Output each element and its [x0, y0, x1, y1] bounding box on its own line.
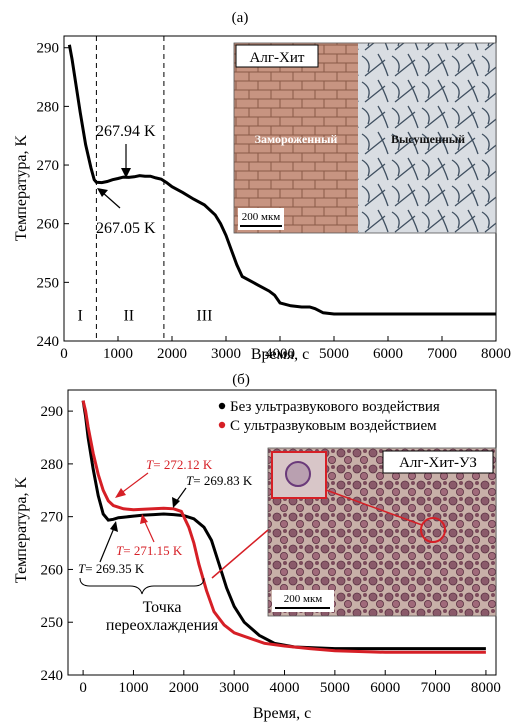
scale-label-b: 200 мкм [284, 593, 323, 605]
bracket-label-line2: переохлаждения [106, 617, 219, 634]
y-tick-label-270: 270 [37, 158, 60, 174]
inset-title-a: Алг-Хит [250, 50, 305, 66]
dried-micrograph [358, 43, 496, 233]
supercooling-bracket [79, 577, 205, 595]
x-tick-label-4000: 4000 [265, 346, 295, 362]
annotation-271-15: T= 271.15 K [116, 543, 183, 558]
inset-title-box-b [382, 450, 494, 474]
region-label-I: I [78, 307, 83, 324]
highlight-circle [420, 517, 446, 543]
scale-box-b [272, 590, 334, 612]
chart-a: 0 1000 2000 3000 4000 5000 6000 7000 8000 240 250 2… [13, 35, 511, 363]
y-tick-label-260: 260 [41, 562, 64, 578]
arrowhead-272-12 [115, 488, 126, 498]
y-tick-label-290: 290 [37, 41, 60, 57]
y-axis-label-a: Температура, K [13, 134, 30, 241]
x-tick-label-0: 0 [79, 680, 87, 696]
legend: Без ультразвукового воздействия С ультра… [218, 399, 440, 434]
arrow-271-15 [143, 519, 155, 543]
x-axis-label-a: Время, с [251, 346, 309, 363]
legend-label-ultrasound: С ультразвуковым воздействием [230, 418, 437, 434]
annotation-269-83-prefix: T [186, 473, 194, 488]
legend-marker-no-ultrasound [218, 402, 226, 410]
arrow-269-35 [99, 527, 115, 563]
frozen-label: Замороженный [255, 132, 338, 146]
x-tick-label-7000: 7000 [427, 346, 457, 362]
y-tick-label-270: 270 [41, 510, 64, 526]
series-line-a [67, 44, 496, 316]
series-line-ultrasound [81, 400, 486, 654]
dried-label: Высушенный [391, 132, 465, 146]
region-label-II: II [123, 307, 134, 324]
x-tick-label-2000: 2000 [169, 680, 199, 696]
x-tick-label-3000: 3000 [219, 680, 249, 696]
arrowhead-267-94 [121, 168, 131, 178]
x-tick-label-2000: 2000 [157, 346, 187, 362]
legend-label-no-ultrasound: Без ультразвукового воздействия [230, 399, 440, 415]
inset-micrograph-b: Алг-Хит-УЗ 200 мкм [267, 447, 497, 617]
y-tick-label-260: 260 [37, 217, 60, 233]
annotation-272-12-text: = 272.12 K [153, 457, 213, 472]
arrowhead-269-35 [110, 521, 118, 532]
y-tick-label-290: 290 [41, 404, 64, 420]
series-line-no-ultrasound [81, 400, 486, 651]
zoom-connector [325, 489, 423, 526]
annotation-269-35-text: = 269.35 K [85, 561, 145, 576]
x-tick-label-4000: 4000 [270, 680, 300, 696]
chart-b: 0 1000 2000 3000 4000 5000 6000 7000 8000 240 250 2… [13, 389, 501, 722]
y-tick-label-280: 280 [41, 457, 64, 473]
x-tick-label-1000: 1000 [118, 680, 148, 696]
x-tick-label-7000: 7000 [421, 680, 451, 696]
x-tick-label-1000: 1000 [103, 346, 133, 362]
arrowhead-269-83 [172, 497, 180, 508]
annotation-269-35-prefix: T [78, 561, 86, 576]
x-tick-label-0: 0 [60, 346, 68, 362]
annotation-267-05: 267.05 K [96, 220, 156, 237]
arrow-269-83 [175, 487, 187, 503]
scale-label-a: 200 мкм [242, 211, 281, 223]
y-tick-label-250: 250 [41, 615, 64, 631]
region-label-III: III [196, 307, 212, 324]
bracket-label-line1: Точка [143, 599, 182, 616]
panel-label-a: (а) [232, 10, 249, 26]
arrowhead-271-15 [140, 514, 148, 524]
arrowhead-267-05 [97, 188, 108, 197]
x-tick-label-5000: 5000 [319, 346, 349, 362]
annotation-267-94: 267.94 K [96, 123, 156, 140]
arrow-267-05 [101, 191, 121, 209]
y-tick-label-240: 240 [41, 668, 64, 684]
inset-title-box-a [235, 44, 319, 68]
annotation-269-83-text: = 269.83 K [193, 473, 253, 488]
zoom-box [271, 451, 327, 499]
x-tick-label-3000: 3000 [211, 346, 241, 362]
x-tick-label-6000: 6000 [373, 346, 403, 362]
y-axis-label-b: Температура, K [13, 476, 30, 583]
y-tick-label-280: 280 [37, 99, 60, 115]
zoomed-cell [285, 461, 311, 487]
x-tick-label-6000: 6000 [370, 680, 400, 696]
annotation-271-15-prefix: T [116, 543, 124, 558]
inset-title-b: Алг-Хит-УЗ [399, 455, 477, 471]
y-tick-label-250: 250 [37, 275, 60, 291]
y-tick-label-240: 240 [37, 334, 60, 350]
annotation-272-12-prefix: T [146, 457, 154, 472]
annotation-269-83: T= 269.83 K [186, 473, 253, 488]
frozen-micrograph [234, 43, 358, 233]
annotation-272-12: T= 272.12 K [146, 457, 213, 472]
inset-micrograph-a: Алг-Хит Замороженный Высушенный 200 мкм [233, 42, 497, 234]
arrow-272-12 [119, 472, 149, 495]
x-tick-label-8000: 8000 [471, 680, 501, 696]
annotation-271-15-text: = 271.15 K [123, 543, 183, 558]
x-tick-label-5000: 5000 [320, 680, 350, 696]
x-tick-label-8000: 8000 [481, 346, 511, 362]
x-axis-label-b: Время, с [253, 705, 311, 722]
inset-connector-b [211, 529, 269, 579]
scale-box-a [238, 208, 284, 230]
panel-label-b: (б) [232, 372, 250, 388]
legend-marker-ultrasound [218, 421, 226, 429]
annotation-269-35: T= 269.35 K [78, 561, 145, 576]
